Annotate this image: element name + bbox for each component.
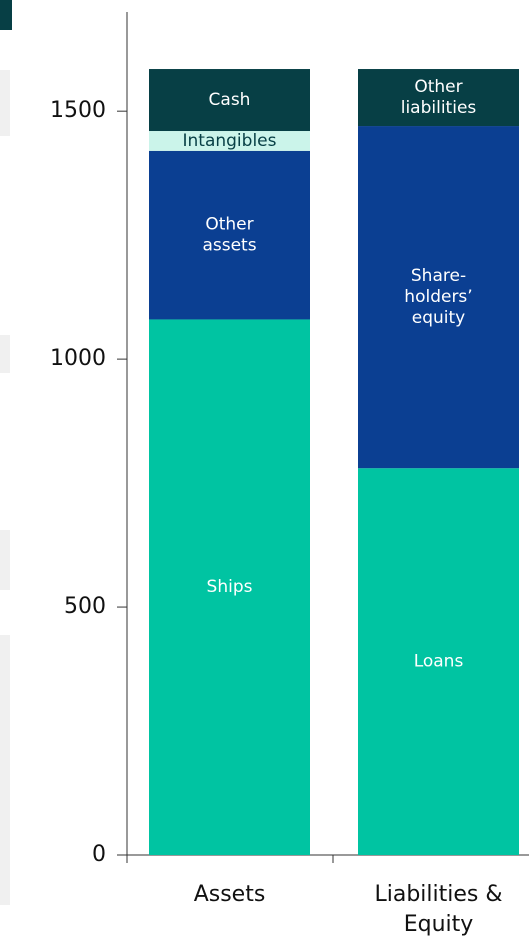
segment-label: Cash (209, 90, 251, 110)
segment-label: Intangibles (183, 131, 277, 151)
decor-strip (0, 70, 10, 136)
x-tick-label: Liabilities & Equity (374, 882, 502, 937)
decor-block (0, 0, 12, 30)
bar-segment (149, 150, 310, 320)
bar-segment (358, 126, 519, 469)
segment-label: Share-holders’ equity (404, 266, 472, 328)
bar-segment (358, 468, 519, 855)
x-tick-label: Assets (194, 882, 266, 907)
segment-label: Ships (207, 577, 253, 597)
bar-segment (358, 69, 519, 127)
decor-strip (0, 530, 10, 590)
y-tick-label: 500 (64, 594, 106, 619)
bar-segment (149, 319, 310, 856)
decor-strip (0, 335, 10, 373)
segment-label: Other liabilities (401, 77, 477, 118)
y-tick-label: 0 (92, 842, 106, 867)
bar-segment (149, 69, 310, 132)
decor-strip (0, 635, 10, 905)
segment-label: Loans (414, 652, 464, 672)
segment-label: Other assets (202, 215, 256, 256)
y-tick-label: 1500 (50, 98, 106, 123)
y-tick-label: 1000 (50, 346, 106, 371)
bar-segment (149, 131, 310, 151)
